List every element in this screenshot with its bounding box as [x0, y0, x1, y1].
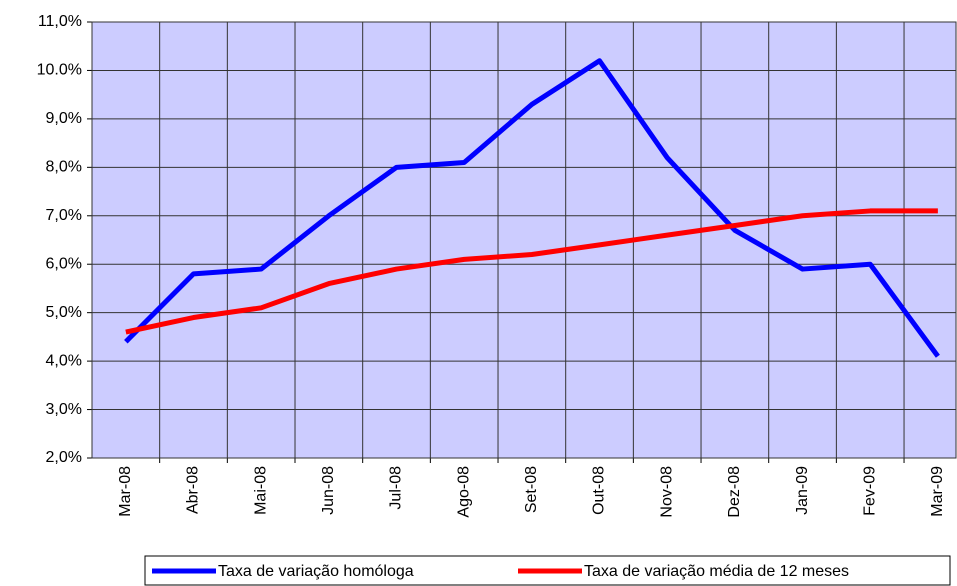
x-tick-label: Nov-08 [658, 466, 675, 518]
y-tick-label: 6,0% [46, 255, 82, 272]
plot-border [91, 21, 957, 459]
x-tick-label: Jun-08 [320, 466, 337, 515]
y-tick-label: 2,0% [46, 449, 82, 466]
legend-box [144, 555, 951, 586]
y-tick-label: 3,0% [46, 401, 82, 418]
y-tick-label: 9,0% [46, 110, 82, 127]
plot-area [92, 22, 956, 458]
x-tick-label: Mar-09 [929, 466, 946, 517]
x-tick-label: Fev-09 [861, 466, 878, 516]
x-tick-label: Jan-09 [794, 466, 811, 515]
x-tick-label: Out-08 [591, 466, 608, 515]
y-tick-label: 11,0% [38, 13, 82, 30]
series-line [124, 58, 940, 358]
x-tick-label: Dez-08 [726, 466, 743, 518]
y-tick-label: 7,0% [46, 207, 82, 224]
y-tick-label: 8,0% [46, 159, 82, 176]
y-tick-label: 5,0% [46, 304, 82, 321]
x-tick-label: Ago-08 [455, 466, 472, 518]
x-tick-label: Set-08 [523, 466, 540, 513]
x-tick-label: Mai-08 [252, 466, 269, 515]
y-tick-label: 10.0% [37, 62, 82, 79]
x-tick-label: Abr-08 [185, 466, 202, 514]
legend-label: Taxa de variação homóloga [218, 563, 414, 580]
x-tick-label: Mar-08 [117, 466, 134, 517]
legend-label: Taxa de variação média de 12 meses [584, 563, 849, 580]
x-tick-label: Jul-08 [388, 466, 405, 510]
y-tick-label: 4,0% [46, 352, 82, 369]
series-line [125, 208, 938, 335]
